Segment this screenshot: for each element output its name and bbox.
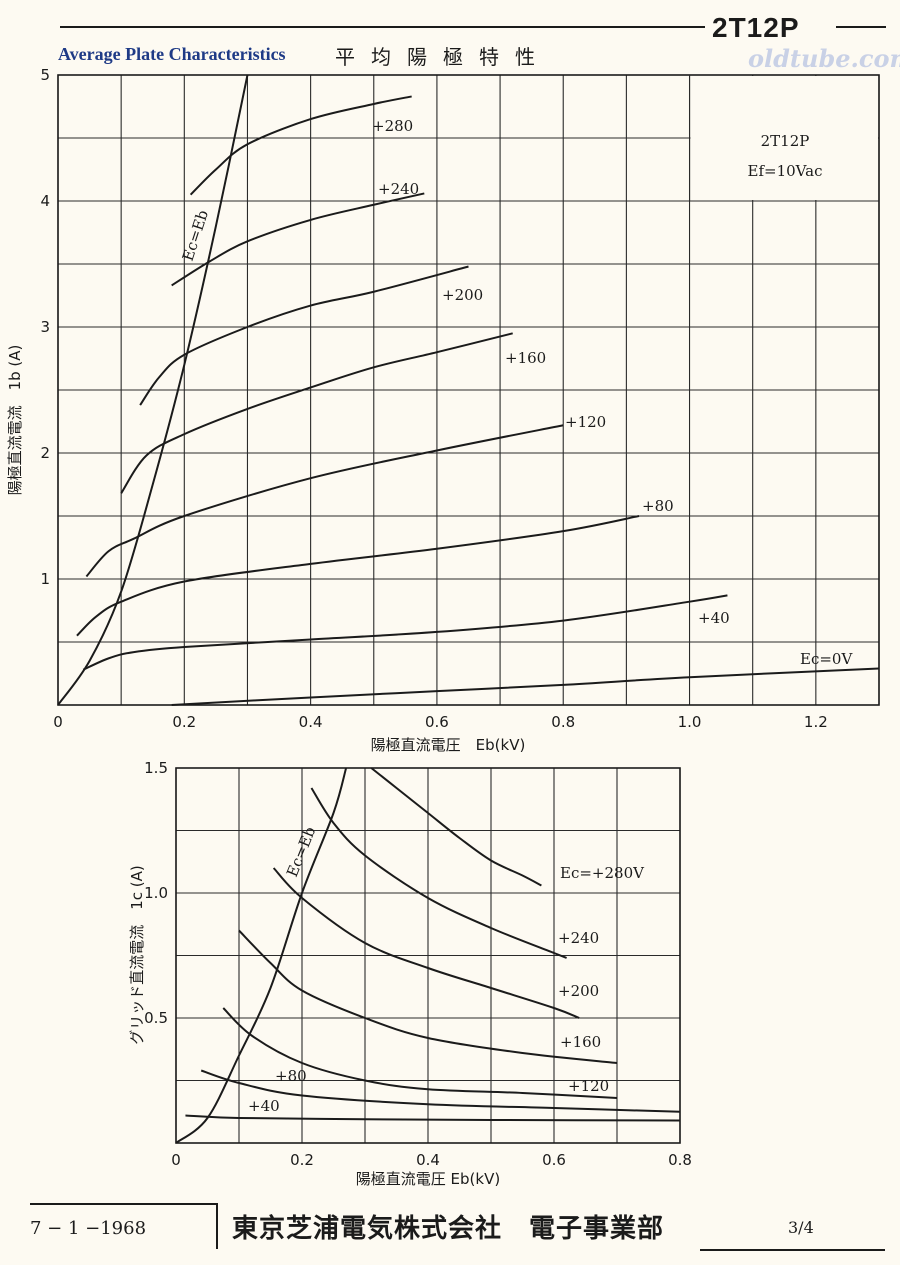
- curve-200: [272, 867, 580, 1019]
- grid-current-chart: 0 0.2 0.4 0.6 0.8 0.5 1.0 1.5 陽極直流電圧 Eb(kV) グリッド直…: [128, 759, 692, 1188]
- x-tick-label: 0.4: [299, 713, 323, 731]
- x-tick-label: 0.2: [290, 1151, 314, 1169]
- curve-40: [82, 594, 728, 671]
- plot-frame: [57, 74, 880, 706]
- y-axis-label: 陽極直流電流 1b (A): [6, 345, 24, 496]
- y-tick-label: 1: [40, 570, 50, 588]
- curve-label: Ec=+280V: [560, 864, 645, 882]
- x-tick-label: 1.2: [804, 713, 828, 731]
- subtitle-english: Average Plate Characteristics: [58, 44, 286, 64]
- y-tick-label: 0.5: [144, 1009, 168, 1027]
- y-tick-label: 4: [40, 192, 50, 210]
- page-number: 3/4: [788, 1218, 814, 1237]
- x-tick-label: 0.6: [425, 713, 449, 731]
- issue-date: 7 − 1 −1968: [30, 1218, 147, 1239]
- curve-label: +200: [442, 286, 483, 304]
- x-tick-label: 0: [53, 713, 63, 731]
- x-tick-label: 0.8: [668, 1151, 692, 1169]
- note-panel: [690, 76, 878, 200]
- y-tick-label: 1.5: [144, 759, 168, 777]
- footer-rule-bottom-right: [700, 1249, 885, 1251]
- header-rule-left: [60, 26, 705, 28]
- y-tick-label: 3: [40, 318, 50, 336]
- tube-note-line: 2T12P: [761, 132, 810, 150]
- x-tick-label: 1.0: [678, 713, 702, 731]
- tube-note-line: Ef=10Vac: [748, 162, 823, 180]
- curve-label: +120: [568, 1077, 609, 1095]
- curve-label: +80: [642, 497, 674, 515]
- x-tick-label: 0.2: [172, 713, 196, 731]
- curve-label: +200: [558, 982, 599, 1000]
- curve-ec-280v: [370, 767, 542, 887]
- x-tick-label: 0.6: [542, 1151, 566, 1169]
- curve-80: [200, 1069, 681, 1113]
- curve-ec-0v: [171, 667, 880, 706]
- subtitle-japanese: 平均陽極特性: [335, 45, 551, 69]
- curve-40: [185, 1114, 681, 1122]
- x-tick-label: 0.4: [416, 1151, 440, 1169]
- curve-160: [120, 332, 513, 494]
- curve-80: [76, 515, 640, 637]
- plate-current-chart: 2T12P Ef=10Vac 0 0.2 0.4 0.6 0.8 1.0 1.2 1 2 3 4 5 陽極直…: [6, 66, 880, 754]
- curve-label: +280: [372, 117, 413, 135]
- curve-label: Ec=0V: [800, 650, 853, 668]
- curve-label: +80: [275, 1067, 307, 1085]
- curve-label: Ec=Eb: [179, 208, 212, 263]
- curve-label: +240: [378, 180, 419, 198]
- y-tick-label: 1.0: [144, 884, 168, 902]
- footer-rule-top-left: [30, 1203, 216, 1205]
- curve-label: +120: [565, 413, 606, 431]
- company-name: 東京芝浦電気株式会社 電子事業部: [232, 1214, 665, 1244]
- plot-frame: [175, 767, 681, 1144]
- curve-label: +40: [698, 609, 730, 627]
- y-tick-label: 5: [40, 66, 50, 84]
- curve-120: [85, 424, 564, 578]
- curve-label: +160: [560, 1033, 601, 1051]
- x-tick-label: 0.8: [551, 713, 575, 731]
- header-rule-right: [836, 26, 886, 28]
- curve-ec-eb: [57, 74, 249, 706]
- x-tick-label: 0: [171, 1151, 181, 1169]
- curve-120: [222, 1007, 618, 1099]
- y-axis-label: グリッド直流電流 1c (A): [128, 865, 146, 1045]
- x-axis-label: 陽極直流電圧 Eb(kV): [371, 736, 526, 754]
- curve-240: [171, 192, 425, 287]
- curve-label: +160: [505, 349, 546, 367]
- model-title: 2T12P: [712, 12, 800, 43]
- curve-280: [189, 95, 412, 196]
- curve-label: Ec=Eb: [283, 824, 319, 879]
- watermark: oldtube.com: [748, 44, 900, 73]
- curve-200: [139, 265, 469, 406]
- footer-divider-left: [216, 1203, 218, 1249]
- curve-label: +40: [248, 1097, 280, 1115]
- curve-160: [238, 929, 618, 1064]
- x-axis-label: 陽極直流電圧 Eb(kV): [356, 1170, 500, 1188]
- y-tick-label: 2: [40, 444, 50, 462]
- curve-label: +240: [558, 929, 599, 947]
- curve-240: [310, 787, 567, 959]
- curve-ec-eb: [175, 767, 348, 1144]
